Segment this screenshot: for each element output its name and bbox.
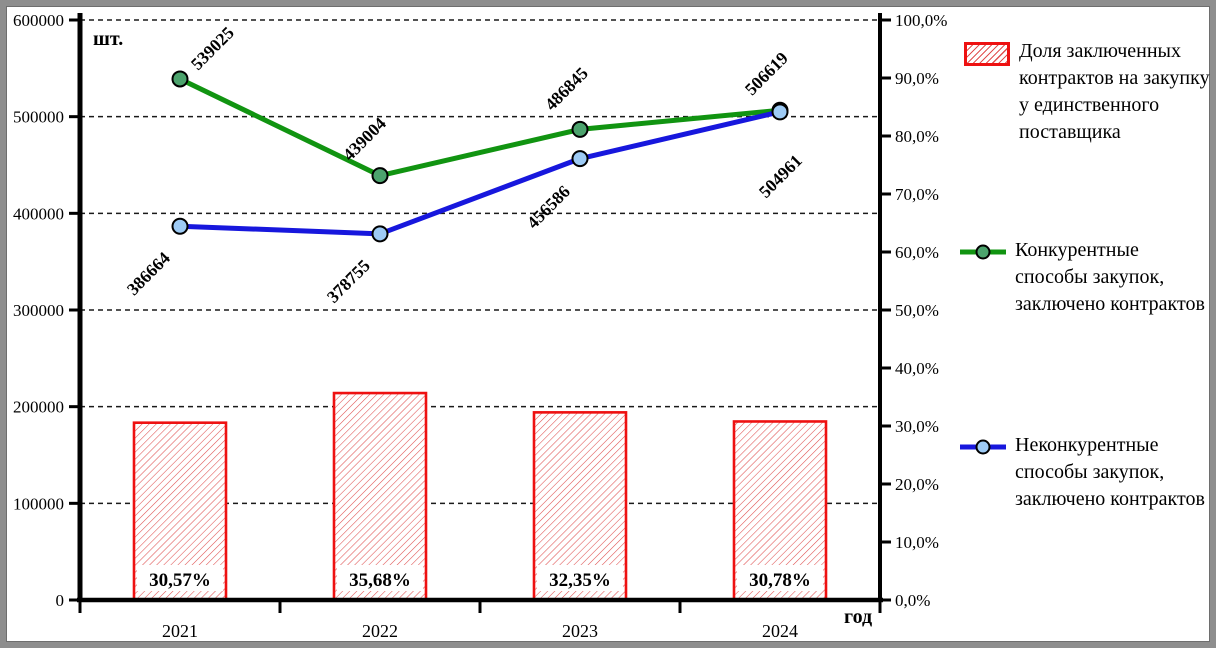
data-point-label: 456586 (523, 181, 574, 232)
bar-value-label: 30,57% (149, 570, 211, 591)
left-axis-tick-label: 500000 (13, 108, 64, 127)
data-point-label: 506619 (741, 48, 792, 99)
legend-item-single-supplier-share: Доля заключенных контрактов на закупку у… (964, 38, 1211, 146)
hatched-bar-swatch-icon (964, 42, 1010, 66)
x-axis-category-label: 2024 (762, 621, 798, 641)
legend-item-competitive: Конкурентные способы закупок, заключено … (960, 237, 1207, 318)
x-axis-category-label: 2023 (562, 621, 598, 641)
right-axis-tick-label: 100,0% (895, 11, 947, 30)
left-axis: 600000 500000 400000 300000 200000 100000 0 (13, 11, 80, 610)
right-axis-tick-label: 70,0% (895, 185, 939, 204)
bar-value-label: 32,35% (549, 570, 611, 591)
data-point-label: 378755 (323, 255, 374, 306)
legend-label: Доля заключенных контрактов на закупку у… (1019, 40, 1210, 143)
right-axis-tick-label: 50,0% (895, 301, 939, 320)
bar-label-box (337, 565, 423, 591)
right-axis-tick-label: 0,0% (895, 591, 930, 610)
series-line (178, 76, 781, 179)
legend-label: Конкурентные способы закупок, заключено … (1015, 239, 1205, 315)
left-axis-tick-label: 200000 (13, 398, 64, 417)
data-point-marker (571, 120, 589, 138)
left-axis-tick-label: 0 (56, 591, 65, 610)
data-point-marker (171, 217, 189, 235)
x-axis-category-label: 2022 (362, 621, 398, 641)
series-line (179, 109, 781, 237)
blue-line-marker-icon (960, 439, 1006, 455)
legend-item-noncompetitive: Неконкурентные способы закупок, заключен… (960, 432, 1207, 513)
right-axis-tick-label: 90,0% (895, 69, 939, 88)
right-axis-tick-label: 30,0% (895, 417, 939, 436)
left-axis-tick-label: 300000 (13, 301, 64, 320)
left-axis-tick-label: 600000 (13, 11, 64, 30)
right-axis-tick-label: 80,0% (895, 127, 939, 146)
green-line-marker-icon (960, 244, 1006, 260)
data-point-marker (571, 150, 589, 168)
line-series-competitive: 539025 439004 486845 506619 (171, 22, 792, 185)
data-point-marker (371, 167, 389, 185)
right-axis: 100,0% 90,0% 80,0% 70,0% 60,0% 50,0% 40,0% 30,0… (880, 11, 947, 610)
x-axis-title: год (844, 606, 873, 628)
left-axis-unit-label: шт. (93, 28, 124, 50)
right-axis-tick-label: 10,0% (895, 533, 939, 552)
bar-label-box (137, 565, 223, 591)
bar-value-label: 30,78% (749, 570, 811, 591)
legend-label: Неконкурентные способы закупок, заключен… (1015, 434, 1205, 510)
left-axis-tick-label: 100000 (13, 494, 64, 513)
left-axis-tick-label: 400000 (13, 204, 64, 223)
bar-label-box (537, 565, 623, 591)
line-series-noncompetitive: 386664 378755 456586 504961 (123, 103, 806, 307)
data-point-label: 486845 (541, 63, 592, 114)
data-point-marker (171, 70, 189, 88)
data-point-marker (371, 225, 389, 243)
x-axis: 2021 2022 2023 2024 (78, 600, 882, 641)
bar-series-single-supplier-share: 30,57% 35,68% 32,35% 30,78% (132, 391, 828, 602)
x-axis-category-label: 2021 (162, 621, 198, 641)
data-point-label: 539025 (187, 22, 238, 73)
bar-value-label: 35,68% (349, 570, 411, 591)
right-axis-tick-label: 20,0% (895, 475, 939, 494)
data-point-marker (771, 103, 789, 121)
bar-label-box (737, 565, 823, 591)
data-point-label: 386664 (123, 248, 174, 299)
data-point-label: 439004 (339, 113, 390, 164)
right-axis-tick-label: 60,0% (895, 243, 939, 262)
data-point-label: 504961 (755, 150, 806, 201)
right-axis-tick-label: 40,0% (895, 359, 939, 378)
